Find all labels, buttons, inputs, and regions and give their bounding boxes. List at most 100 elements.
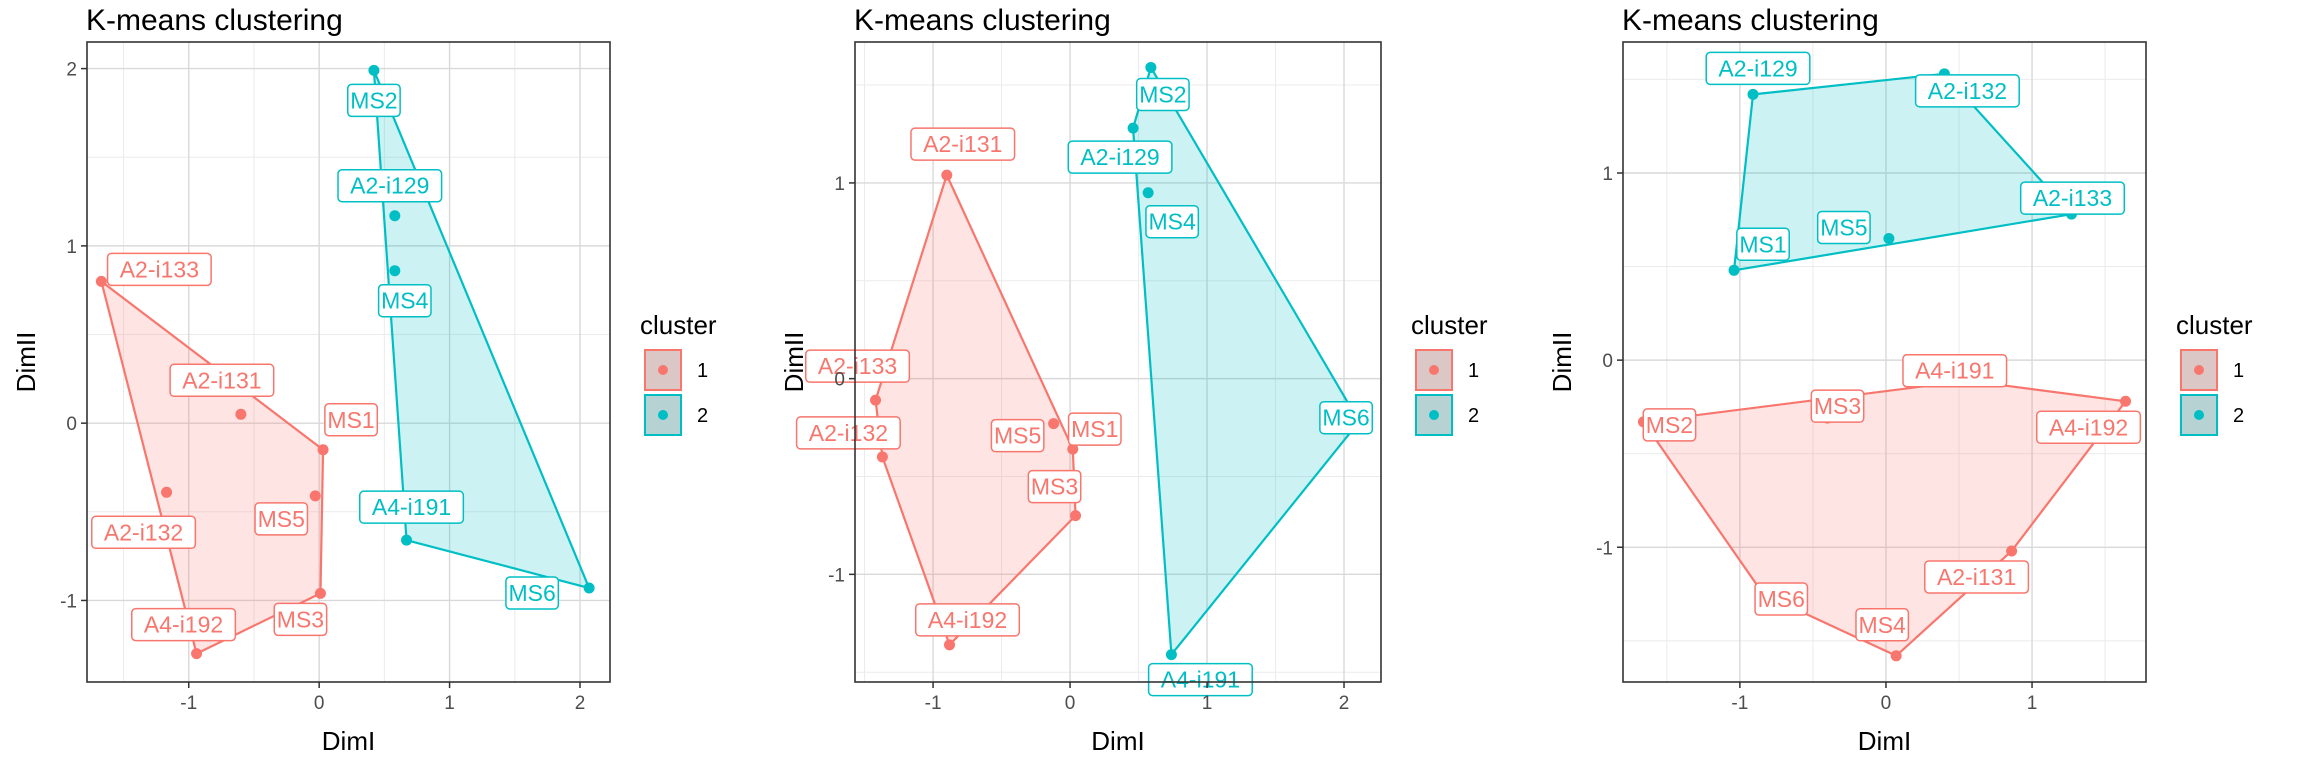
point-label-text: MS4 [1859, 612, 1907, 638]
point-label-box [1067, 140, 1173, 174]
point-label-box [337, 168, 443, 203]
point-label-text: MS4 [1148, 209, 1196, 235]
legend-key-dot [2194, 365, 2204, 375]
point-label-box [2035, 410, 2142, 445]
point-label-A2-i129: A2-i129 [337, 168, 443, 203]
x-tick-label: 0 [314, 693, 325, 714]
x-tick-label: 1 [1202, 693, 1213, 714]
point-label-text: A2-i131 [182, 367, 261, 393]
point-label-text: MS4 [381, 288, 429, 314]
point-label-text: A2-i129 [350, 173, 429, 199]
axes: -1 0 1 2 -1 0 1 [828, 174, 1349, 714]
point-label-A4-i192: A4-i192 [914, 603, 1021, 637]
data-point-A2-i132 [876, 451, 888, 463]
point-label-box [505, 576, 560, 610]
point-label-text: MS6 [1758, 586, 1805, 612]
legend-key-dot [658, 365, 668, 375]
plot-background [1623, 42, 2146, 682]
grid [87, 42, 610, 682]
data-point-A4-i192 [944, 639, 956, 651]
y-tick-label: 0 [1602, 351, 1613, 372]
data-point-A4-i191 [401, 534, 413, 546]
point-label-box [910, 127, 1016, 161]
point-label-A2-i131: A2-i131 [910, 127, 1016, 161]
point-label-box [1924, 560, 2030, 594]
data-point-MS3 [1070, 510, 1082, 522]
point-label-box [1902, 353, 2008, 388]
axes: -1 0 1 2 -1 0 1 2 [60, 60, 585, 714]
data-point-MS2 [368, 64, 380, 76]
point-label-text: A2-i131 [1937, 564, 2016, 590]
y-axis-title: DimII [779, 332, 809, 393]
legend: cluster 1 2 [2176, 310, 2253, 436]
data-point-A2-i131 [235, 408, 247, 420]
legend-label-1: 1 [1468, 360, 1479, 382]
chart-title: K-means clustering [86, 4, 343, 37]
point-label-box [254, 502, 309, 536]
data-point-MS4 [389, 265, 401, 277]
point-label-text: A4-i192 [928, 607, 1007, 633]
point-label-box [346, 83, 401, 118]
point-label-box [804, 349, 911, 383]
point-label-text: A2-i132 [809, 420, 888, 446]
point-label-MS4: MS4 [1855, 608, 1910, 642]
legend-title: cluster [640, 310, 717, 340]
point-label-box [795, 416, 901, 450]
data-point-MS5 [309, 490, 321, 502]
point-label-A4-i191: A4-i191 [1902, 353, 2008, 388]
y-tick-label: -1 [60, 591, 77, 612]
y-tick-label: -1 [1596, 538, 1613, 559]
data-point-MS1 [1728, 264, 1740, 276]
x-axis-title: DimI [322, 726, 375, 756]
point-label-MS1: MS1 [1067, 412, 1122, 446]
axes: -1 0 1 -1 0 1 [1596, 164, 2037, 714]
legend-label-2: 2 [697, 405, 708, 427]
data-point-A2-i131 [941, 169, 953, 181]
y-tick-label: 1 [66, 237, 77, 258]
data-point-MS6 [583, 582, 595, 594]
y-tick-label: 0 [834, 370, 845, 391]
legend-title: cluster [1411, 310, 1488, 340]
point-label-text: MS6 [508, 580, 555, 606]
plot-border [1622, 41, 2147, 683]
chart-panel-1: MS2 A2-i129 MS4 A4-i191 MS6 A2-i133 A2-i131 MS1… [11, 4, 717, 756]
point-label-box [1816, 210, 1871, 245]
legend: cluster 1 2 [1411, 310, 1488, 436]
point-label-text: MS3 [277, 606, 324, 632]
y-tick-label: -1 [828, 565, 845, 586]
point-label-box [377, 283, 432, 318]
point-label-text: MS5 [1820, 214, 1867, 240]
point-label-A2-i129: A2-i129 [1705, 51, 1811, 86]
point-label-text: MS2 [1646, 412, 1693, 438]
data-point-A2-i133 [870, 394, 882, 406]
x-tick-label: 1 [444, 693, 455, 714]
point-label-box [91, 515, 197, 550]
point-label-A2-i132: A2-i132 [795, 416, 901, 450]
data-point-A4-i191 [1165, 649, 1177, 661]
data-point-MS3 [314, 587, 326, 599]
chart-panel-3: A2-i129 A2-i132 MS1 MS5 A2-i133 A4-i191 MS3 MS2… [1547, 4, 2253, 756]
point-label-text: A4-i191 [372, 494, 451, 520]
point-label-MS2: MS2 [1135, 77, 1190, 112]
point-label-text: A2-i129 [1080, 144, 1159, 170]
x-tick-label: 1 [2027, 693, 2038, 714]
point-label-box [1027, 469, 1082, 504]
point-label-box [1736, 227, 1790, 262]
point-label-A2-i133: A2-i133 [2019, 181, 2126, 215]
point-label-A4-i191: A4-i191 [1147, 662, 1253, 697]
data-point-MS1 [317, 444, 329, 456]
point-label-text: A4-i192 [2049, 414, 2128, 440]
point-label-text: MS5 [258, 506, 305, 532]
data-point-MS2 [1145, 61, 1157, 73]
point-label-box [106, 252, 212, 287]
data-point-MS1 [1067, 443, 1079, 455]
point-label-text: A4-i192 [144, 612, 223, 638]
point-label-MS2: MS2 [1642, 408, 1697, 442]
point-label-A4-i191: A4-i191 [358, 490, 465, 524]
point-label-box [1319, 400, 1374, 435]
y-tick-label: 1 [1602, 164, 1613, 185]
point-label-text: A2-i133 [2033, 185, 2112, 211]
y-tick-label: 2 [66, 60, 77, 81]
point-label-box [1642, 408, 1697, 442]
legend-title: cluster [2176, 310, 2253, 340]
